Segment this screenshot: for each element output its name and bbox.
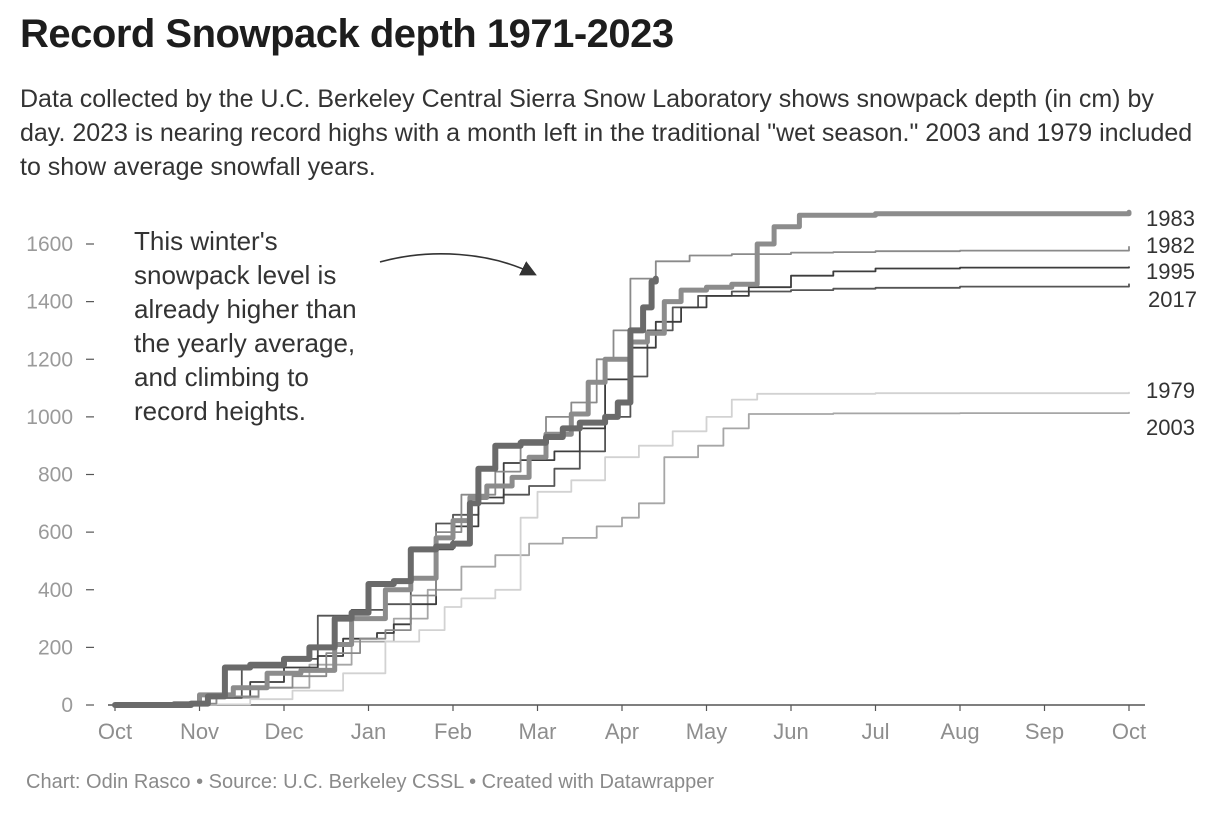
chart-subtitle: Data collected by the U.C. Berkeley Cent…: [20, 85, 1193, 181]
series-label-1982: 1982: [1146, 233, 1195, 258]
x-tick-label: Sep: [1025, 719, 1064, 744]
y-tick-label: 1200: [26, 348, 73, 371]
annotation-line-4: the yearly average,: [134, 328, 355, 358]
annotation-line-6: record heights.: [134, 396, 306, 426]
x-tick-label: Oct: [98, 719, 132, 744]
y-tick-label: 1600: [26, 233, 73, 256]
x-tick-label: Nov: [180, 719, 219, 744]
annotation: This winter's snowpack level is already …: [134, 226, 537, 426]
series-line-2023: [112, 275, 659, 708]
series-line-1983: [112, 209, 1132, 708]
x-tick-label: Apr: [605, 719, 639, 744]
series-label-1983: 1983: [1146, 206, 1195, 231]
series-layer: [112, 209, 1132, 708]
x-tick-label: Mar: [519, 719, 557, 744]
series-label-2017: 2017: [1148, 287, 1197, 312]
x-axis: Oct Nov Dec Jan Feb Mar Apr May Jun Jul Aug Sep Oct: [98, 704, 1146, 744]
annotation-line-2: snowpack level is: [134, 260, 336, 290]
annotation-line-1: This winter's: [134, 226, 278, 256]
y-tick-label: 400: [38, 579, 73, 602]
series-line-1979: [114, 391, 1130, 706]
y-tick-label: 600: [38, 521, 73, 544]
annotation-line-3: already higher than: [134, 294, 357, 324]
annotation-line-5: and climbing to: [134, 362, 309, 392]
series-label-1979: 1979: [1146, 378, 1195, 403]
y-axis: 0 200 400 600 800 1000 1200 1400 1600: [26, 233, 94, 717]
y-tick-label: 200: [38, 636, 73, 659]
x-tick-label: Jul: [861, 719, 889, 744]
annotation-arrow: [379, 253, 537, 276]
series-label-2003: 2003: [1146, 415, 1195, 440]
x-tick-label: Dec: [264, 719, 303, 744]
y-tick-label: 0: [61, 694, 73, 717]
x-tick-label: Jan: [351, 719, 386, 744]
chart-footer: Chart: Odin Rasco • Source: U.C. Berkele…: [26, 771, 714, 793]
y-tick-label: 1000: [26, 406, 73, 429]
y-tick-label: 800: [38, 464, 73, 487]
series-line-2003: [114, 411, 1130, 706]
series-label-1995: 1995: [1146, 259, 1195, 284]
x-tick-label: Jun: [773, 719, 808, 744]
x-tick-label: Aug: [940, 719, 979, 744]
x-tick-label: Feb: [434, 719, 472, 744]
x-tick-label: Oct: [1112, 719, 1146, 744]
x-tick-label: May: [686, 719, 728, 744]
chart-title: Record Snowpack depth 1971-2023: [20, 12, 674, 56]
y-tick-label: 1400: [26, 291, 73, 314]
series-line-1982: [114, 246, 1130, 706]
